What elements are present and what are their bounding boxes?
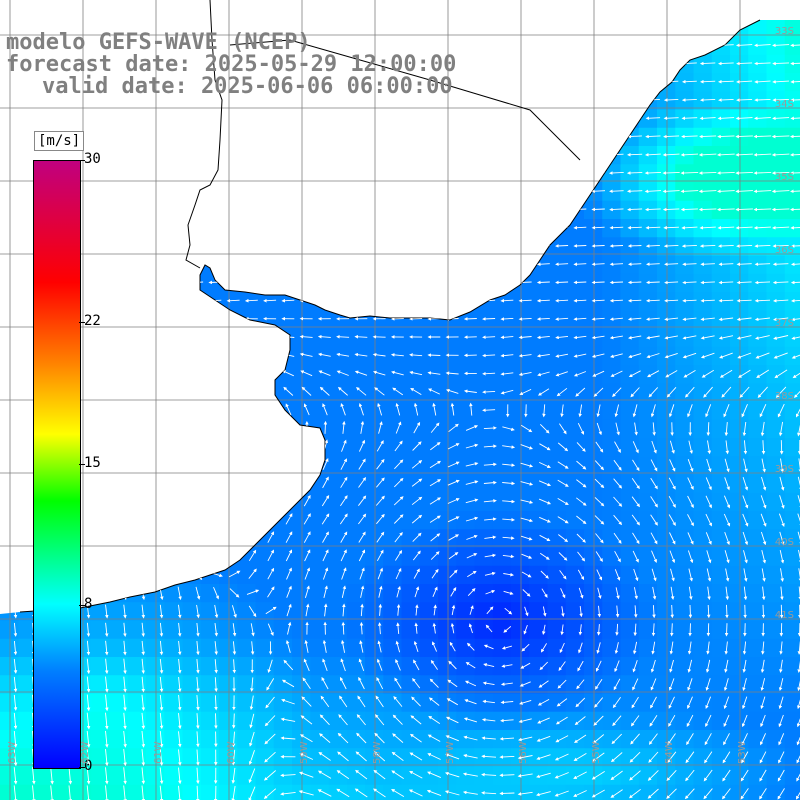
longitude-label: 56W (518, 741, 529, 764)
longitude-label: 59W (299, 741, 310, 764)
colorbar-tick-mark (79, 321, 85, 323)
latitude-label: 37S (774, 318, 794, 329)
latitude-label: 40S (774, 537, 794, 548)
longitude-label: 54W (664, 741, 675, 764)
colorbar-tick-label: 8 (84, 596, 93, 613)
colorbar-tick-label: 22 (84, 312, 101, 329)
longitude-label: 63W (7, 741, 18, 764)
colorbar-tick-mark (79, 767, 85, 768)
colorbar-unit: [m/s] (34, 131, 85, 151)
title-valid-date: valid date: 2025-06-06 06:00:00 (42, 74, 453, 99)
longitude-label: 60W (226, 741, 237, 764)
colorbar-tick-label: 0 (84, 758, 93, 774)
longitude-label: 57W (445, 741, 456, 764)
colorbar (33, 160, 81, 769)
title-forecast-date: forecast date: 2025-05-29 12:00:00 (6, 52, 457, 77)
colorbar-tick-mark (79, 605, 85, 607)
longitude-label: 62W (80, 741, 91, 764)
colorbar-tick-mark (79, 160, 85, 161)
latitude-label: 34S (774, 99, 794, 110)
colorbar-tick-label: 15 (84, 454, 101, 471)
latitude-label: 39S (774, 464, 794, 475)
title-model: modelo GEFS-WAVE (NCEP) (6, 30, 311, 55)
latitude-label: 36S (774, 245, 794, 256)
longitude-label: 55W (591, 741, 602, 764)
latitude-label: 35S (774, 172, 794, 183)
colorbar-tick-label: 30 (84, 151, 101, 167)
longitude-label: 58W (372, 741, 383, 764)
longitude-label: 61W (153, 741, 164, 764)
colorbar-tick-mark (79, 463, 85, 465)
latitude-label: 38S (774, 391, 794, 402)
latitude-label: 33S (774, 26, 794, 37)
latitude-label: 41S (774, 610, 794, 621)
longitude-label: 53W (737, 741, 748, 764)
